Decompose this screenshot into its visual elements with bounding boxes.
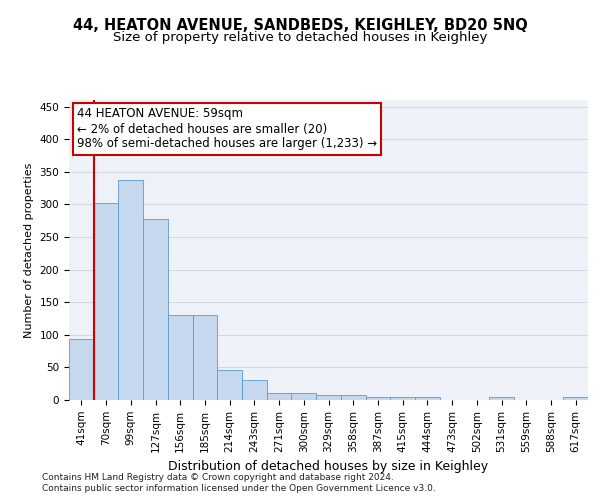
Text: Contains HM Land Registry data © Crown copyright and database right 2024.: Contains HM Land Registry data © Crown c…	[42, 472, 394, 482]
Y-axis label: Number of detached properties: Number of detached properties	[24, 162, 34, 338]
Bar	[415, 398, 440, 400]
Bar	[365, 398, 390, 400]
Bar	[168, 314, 193, 400]
X-axis label: Distribution of detached houses by size in Keighley: Distribution of detached houses by size …	[169, 460, 488, 473]
Text: Contains public sector information licensed under the Open Government Licence v3: Contains public sector information licen…	[42, 484, 436, 493]
Bar	[193, 314, 217, 400]
Text: Size of property relative to detached houses in Keighley: Size of property relative to detached ho…	[113, 31, 487, 44]
Bar	[118, 180, 143, 400]
Bar	[489, 398, 514, 400]
Text: 44 HEATON AVENUE: 59sqm
← 2% of detached houses are smaller (20)
98% of semi-det: 44 HEATON AVENUE: 59sqm ← 2% of detached…	[77, 108, 377, 150]
Bar	[69, 340, 94, 400]
Bar	[267, 394, 292, 400]
Bar	[390, 398, 415, 400]
Bar	[563, 398, 588, 400]
Bar	[143, 218, 168, 400]
Bar	[94, 203, 118, 400]
Text: 44, HEATON AVENUE, SANDBEDS, KEIGHLEY, BD20 5NQ: 44, HEATON AVENUE, SANDBEDS, KEIGHLEY, B…	[73, 18, 527, 32]
Bar	[316, 395, 341, 400]
Bar	[217, 370, 242, 400]
Bar	[292, 394, 316, 400]
Bar	[242, 380, 267, 400]
Bar	[341, 395, 365, 400]
